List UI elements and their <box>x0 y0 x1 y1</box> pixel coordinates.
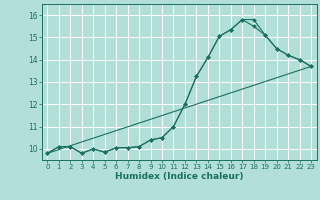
X-axis label: Humidex (Indice chaleur): Humidex (Indice chaleur) <box>115 172 244 181</box>
